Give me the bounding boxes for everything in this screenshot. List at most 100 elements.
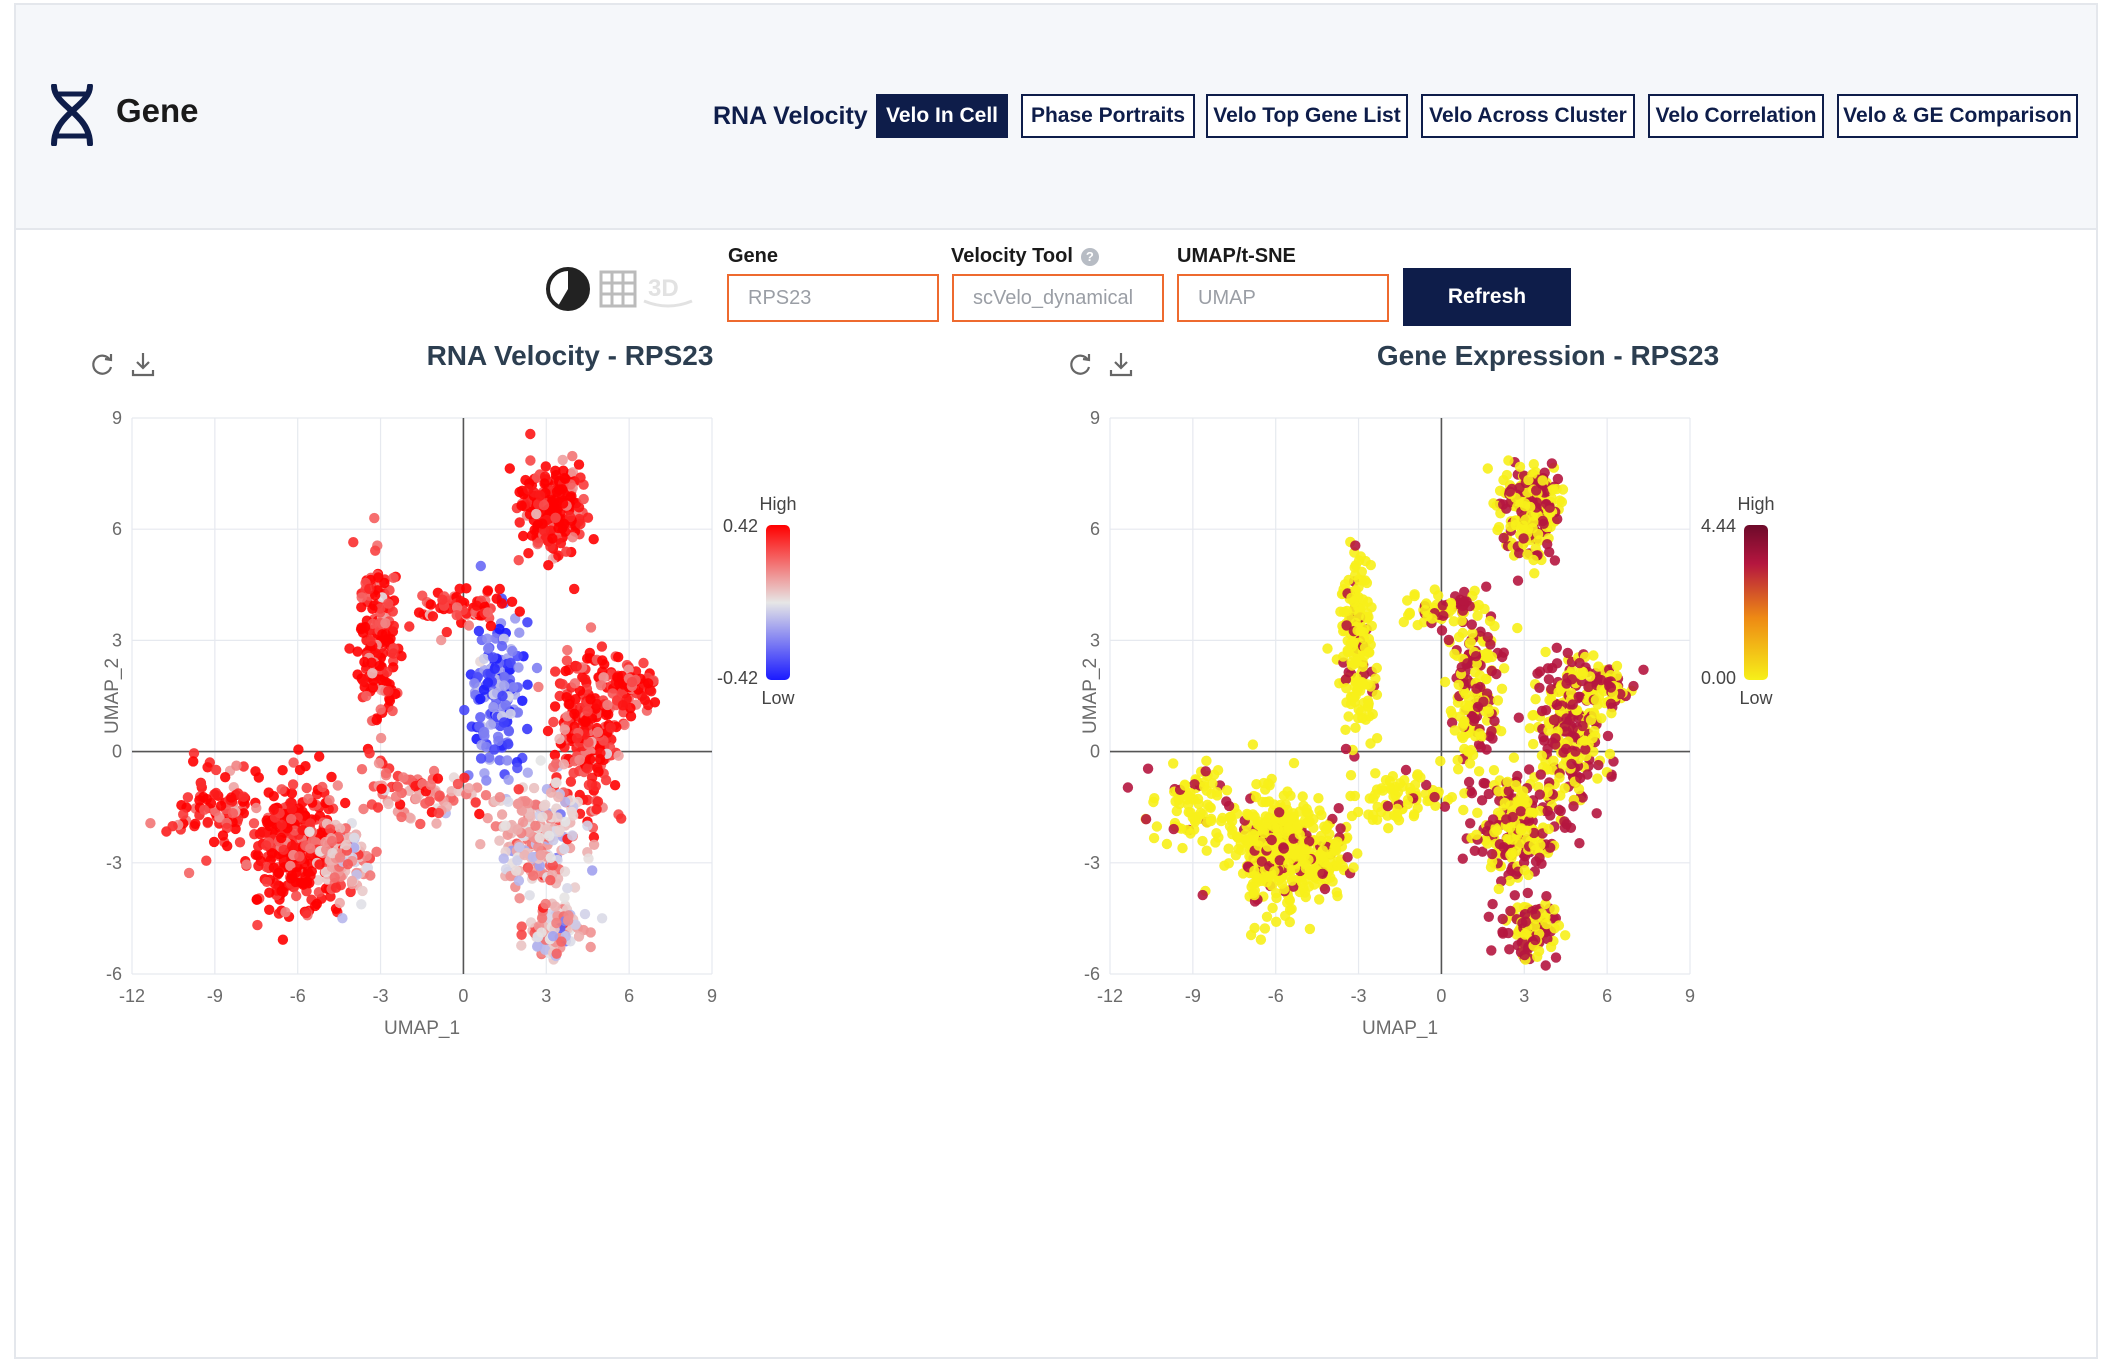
data-point	[496, 640, 508, 652]
download-icon[interactable]	[129, 350, 157, 378]
data-point	[525, 428, 536, 440]
data-point	[528, 870, 539, 881]
data-point	[287, 779, 299, 790]
data-point	[489, 663, 500, 674]
data-point	[448, 795, 459, 806]
data-point	[344, 643, 355, 654]
data-point	[519, 849, 530, 861]
data-point	[567, 830, 578, 841]
data-point	[512, 762, 523, 774]
data-point	[432, 773, 444, 784]
data-point	[543, 560, 554, 571]
data-point	[1545, 842, 1556, 853]
data-point	[1528, 554, 1539, 566]
data-point	[479, 726, 490, 738]
data-point	[1611, 660, 1623, 672]
data-point	[436, 634, 447, 646]
data-point	[1148, 832, 1160, 844]
data-point	[561, 655, 573, 666]
data-point	[517, 695, 528, 706]
data-point	[463, 620, 475, 631]
tab-velo-in-cell[interactable]: Velo In Cell	[876, 94, 1008, 138]
data-point	[251, 802, 262, 814]
data-point	[1398, 616, 1409, 628]
data-point	[1322, 643, 1333, 654]
data-point	[1514, 461, 1526, 472]
data-point	[1459, 586, 1470, 598]
data-point	[1489, 715, 1500, 727]
tab-velo-ge-comparison[interactable]: Velo & GE Comparison	[1837, 94, 2078, 138]
data-point	[1545, 941, 1557, 953]
data-point	[602, 699, 613, 711]
reset-icon[interactable]	[1066, 350, 1094, 378]
x-tick-label: -12	[1097, 986, 1123, 1006]
data-point	[1258, 777, 1269, 789]
data-point	[582, 512, 594, 523]
data-point	[1464, 758, 1476, 769]
colorbar[interactable]	[1744, 525, 1768, 680]
data-point	[1533, 781, 1544, 793]
data-point	[1506, 847, 1517, 859]
data-point	[367, 668, 378, 679]
data-point	[176, 800, 187, 811]
data-point	[1356, 677, 1368, 688]
gene-input[interactable]: RPS23	[727, 274, 939, 322]
data-point	[568, 810, 579, 821]
data-point	[294, 851, 305, 862]
reset-icon[interactable]	[88, 350, 116, 378]
data-point	[552, 812, 563, 823]
refresh-button[interactable]: Refresh	[1403, 268, 1571, 326]
data-point	[1261, 911, 1273, 922]
data-point	[1493, 883, 1504, 895]
data-point	[475, 560, 486, 572]
embedding-select[interactable]: UMAP	[1177, 274, 1389, 322]
data-point	[1193, 798, 1204, 810]
data-point	[1170, 796, 1181, 807]
data-point	[491, 593, 502, 604]
data-point	[278, 844, 289, 855]
data-point	[1520, 909, 1531, 920]
data-point	[582, 763, 593, 774]
data-point	[1482, 463, 1493, 474]
data-point	[587, 865, 598, 876]
brand-title: Gene	[116, 92, 199, 129]
data-point	[227, 808, 239, 819]
colorbar[interactable]	[766, 525, 790, 680]
data-point	[1595, 674, 1607, 686]
tab-velo-correlation[interactable]: Velo Correlation	[1648, 94, 1824, 138]
download-icon[interactable]	[1107, 350, 1135, 378]
data-point	[558, 759, 570, 770]
data-point	[1486, 665, 1497, 677]
tab-phase-portraits[interactable]: Phase Portraits	[1021, 94, 1195, 138]
help-icon[interactable]: ?	[1080, 247, 1099, 266]
data-point	[559, 724, 570, 735]
data-point	[1553, 686, 1564, 698]
data-point	[580, 715, 591, 726]
table-grid-icon[interactable]	[599, 270, 637, 308]
data-point	[504, 463, 515, 474]
velocity-tool-select[interactable]: scVelo_dynamical	[952, 274, 1164, 322]
y-tick-label: 6	[112, 519, 122, 539]
data-point	[475, 712, 486, 723]
data-point	[384, 585, 395, 596]
data-point	[356, 592, 367, 603]
data-point	[1528, 459, 1539, 470]
data-point	[531, 662, 543, 674]
data-point	[548, 716, 559, 728]
tab-velo-top-gene-list[interactable]: Velo Top Gene List	[1206, 94, 1408, 138]
pie-chart-icon[interactable]	[546, 267, 590, 311]
y-tick-label: -3	[106, 853, 122, 873]
data-point	[507, 645, 518, 657]
data-point	[1574, 657, 1585, 669]
data-point	[1503, 455, 1514, 466]
data-point	[1200, 766, 1211, 777]
data-point	[514, 517, 525, 528]
data-point	[514, 486, 525, 498]
data-point	[1501, 503, 1512, 514]
data-point	[1471, 658, 1482, 669]
data-point	[1168, 823, 1179, 835]
tab-velo-across-cluster[interactable]: Velo Across Cluster	[1421, 94, 1635, 138]
velocity-tool-label: Velocity Tool?	[951, 245, 1099, 268]
3d-icon[interactable]: 3D	[643, 275, 693, 308]
data-point	[375, 732, 387, 744]
